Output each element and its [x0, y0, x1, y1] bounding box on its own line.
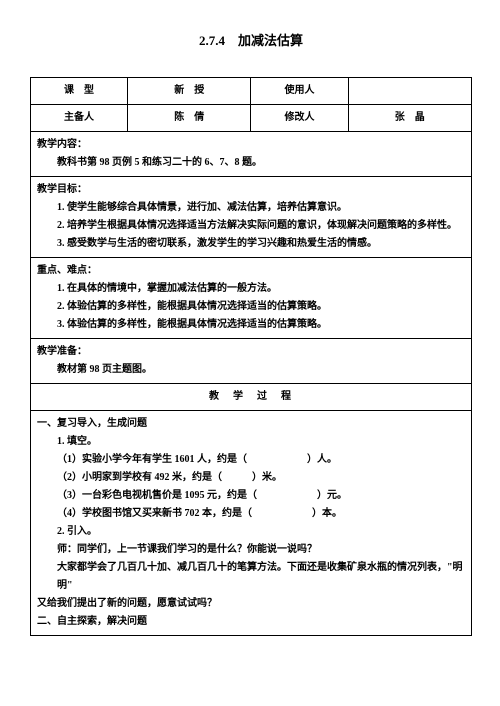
body-line: （3）一台彩色电视机售价是 1095 元，约是（ ）元。 [37, 487, 465, 505]
body-line: （1）实验小学今年有学生 1601 人，约是（ ）人。 [37, 451, 465, 469]
process-head: 教 学 过 程 [31, 384, 472, 411]
fill-suffix: ）人。 [307, 454, 337, 465]
goal-item: 3. 感受数学与生活的密切联系，激发学生的学习兴趣和热爱生活的情感。 [37, 235, 465, 253]
process-body-row: 一、复习导入，生成问题 1. 填空。 （1）实验小学今年有学生 1601 人，约… [31, 411, 472, 636]
meta-row-1: 课 型 新 授 使用人 [31, 78, 472, 105]
goals-row: 教学目标： 1. 使学生能够综合具体情景，进行加、减法估算，培养估算意识。 2.… [31, 177, 472, 258]
meta-cell: 修改人 [251, 105, 348, 132]
key-item: 3. 体验估算的多样性，能根据具体情况选择适当的估算策略。 [37, 316, 465, 334]
fill-prompt: （1）实验小学今年有学生 1601 人，约是（ [57, 454, 247, 465]
lesson-table: 课 型 新 授 使用人 主备人 陈 倩 修改人 张 晶 教学内容： 教科书第 9… [30, 77, 472, 636]
meta-cell: 课 型 [31, 78, 128, 105]
body-line: 二、自主探索，解决问题 [37, 613, 465, 631]
meta-cell: 新 授 [128, 78, 251, 105]
body-line: 又给我们提出了新的问题，愿意试试吗？ [37, 595, 465, 613]
meta-cell: 陈 倩 [128, 105, 251, 132]
meta-cell [348, 78, 472, 105]
goals-label: 教学目标： [37, 181, 465, 199]
fill-suffix: ）元。 [317, 490, 347, 501]
goal-item: 1. 使学生能够综合具体情景，进行加、减法估算，培养估算意识。 [37, 199, 465, 217]
fill-suffix: ）米。 [252, 472, 282, 483]
body-line: 师：同学们，上一节课我们学习的是什么？你能说一说吗？ [37, 541, 465, 559]
fill-prompt: （4）学校图书馆又买来新书 702 本，约是（ [57, 508, 252, 519]
content-label: 教学内容： [37, 136, 465, 154]
meta-row-2: 主备人 陈 倩 修改人 张 晶 [31, 105, 472, 132]
content-body: 教科书第 98 页例 5 和练习二十的 6、7、8 题。 [37, 154, 465, 172]
goal-item: 2. 培养学生根据具体情况选择适当方法解决实际问题的意识，体现解决问题策略的多样… [37, 217, 465, 235]
prep-row: 教学准备： 教材第 98 页主题图。 [31, 339, 472, 384]
content-row: 教学内容： 教科书第 98 页例 5 和练习二十的 6、7、8 题。 [31, 132, 472, 177]
fill-prompt: （3）一台彩色电视机售价是 1095 元，约是（ [57, 490, 257, 501]
body-line: 1. 填空。 [37, 433, 465, 451]
key-item: 2. 体验估算的多样性，能根据具体情况选择适当的估算策略。 [37, 298, 465, 316]
meta-cell: 使用人 [251, 78, 348, 105]
fill-prompt: （2）小明家到学校有 492 米，约是（ [57, 472, 222, 483]
body-line: （2）小明家到学校有 492 米，约是（ ）米。 [37, 469, 465, 487]
prep-body: 教材第 98 页主题图。 [37, 361, 465, 379]
meta-cell: 张 晶 [348, 105, 472, 132]
body-line: 大家都学会了几百几十加、减几百几十的笔算方法。下面还是收集矿泉水瓶的情况列表，"… [37, 559, 465, 595]
body-line: 一、复习导入，生成问题 [37, 415, 465, 433]
prep-label: 教学准备： [37, 343, 465, 361]
key-label: 重点、难点： [37, 262, 465, 280]
key-item: 1. 在具体的情境中，掌握加减法估算的一般方法。 [37, 280, 465, 298]
process-head-row: 教 学 过 程 [31, 384, 472, 411]
body-line: （4）学校图书馆又买来新书 702 本，约是（ ）本。 [37, 505, 465, 523]
page-title: 2.7.4 加减法估算 [30, 30, 472, 49]
key-row: 重点、难点： 1. 在具体的情境中，掌握加减法估算的一般方法。 2. 体验估算的… [31, 258, 472, 339]
body-line: 2. 引入。 [37, 523, 465, 541]
fill-suffix: ）本。 [312, 508, 342, 519]
meta-cell: 主备人 [31, 105, 128, 132]
